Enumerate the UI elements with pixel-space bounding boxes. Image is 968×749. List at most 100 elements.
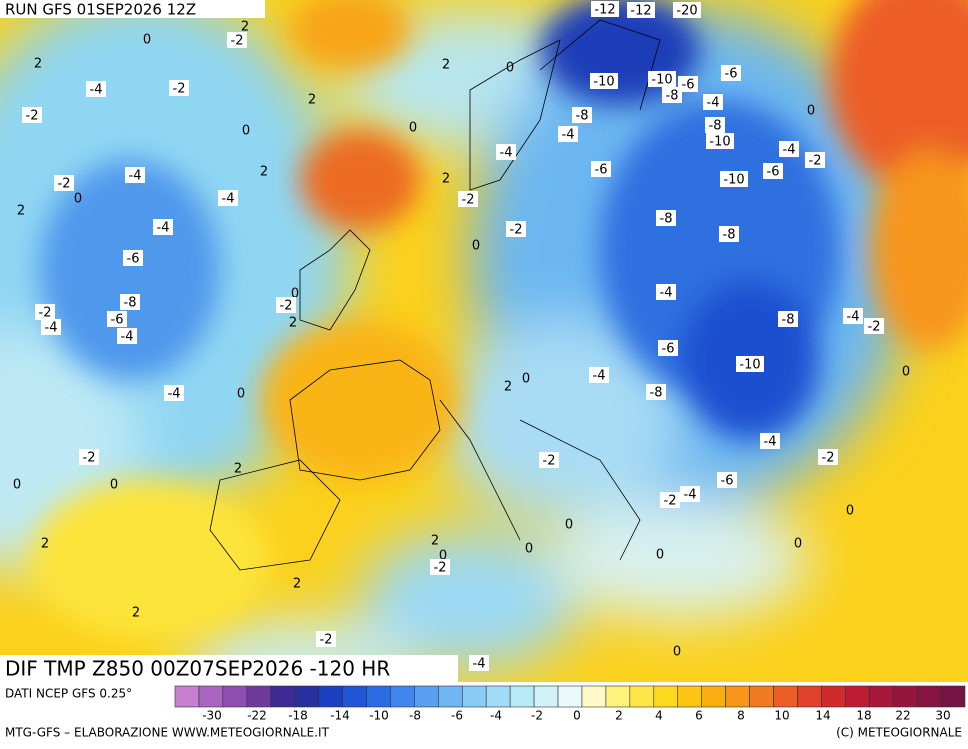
contour-label: -10 xyxy=(709,135,730,150)
colorbar-swatch xyxy=(222,685,248,708)
contour-label: -2 xyxy=(231,34,244,49)
contour-label: -6 xyxy=(595,163,608,178)
contour-label: -8 xyxy=(576,109,589,124)
contour-label: 0 xyxy=(110,478,118,493)
colorbar-swatch xyxy=(725,685,750,708)
contour-label: 0 xyxy=(656,548,664,563)
contour-label: -8 xyxy=(782,313,795,328)
colorbar-swatch xyxy=(198,685,224,708)
contour-label-box xyxy=(79,449,99,465)
contour-label-box xyxy=(153,219,173,235)
contour-label: -4 xyxy=(562,128,575,143)
contour-label: 2 xyxy=(234,462,242,477)
contour-label: -6 xyxy=(662,342,675,357)
contour-label-box xyxy=(591,1,619,17)
contour-label: -2 xyxy=(462,193,475,208)
contour-label: -2 xyxy=(83,451,96,466)
contour-label: 2 xyxy=(431,534,439,549)
contour-label-box xyxy=(458,191,478,207)
contour-label: 2 xyxy=(34,57,42,72)
colorbar-swatch xyxy=(701,685,726,708)
contour-label: -6 xyxy=(682,78,695,93)
contour-label: -2 xyxy=(822,451,835,466)
contour-label-box xyxy=(558,126,578,142)
contour-label-box xyxy=(164,385,184,401)
contour-label-box xyxy=(117,328,137,344)
colorbar-swatch xyxy=(461,685,487,708)
contour-label: -8 xyxy=(723,228,736,243)
contour-label: -2 xyxy=(434,561,447,576)
contour-label: 2 xyxy=(241,20,249,35)
contour-label-box xyxy=(760,433,780,449)
colorbar-swatch xyxy=(821,685,846,708)
colorbar-tick-label: -2 xyxy=(531,709,543,723)
contour-label: -10 xyxy=(723,173,744,188)
colorbar-swatch xyxy=(677,685,702,708)
contour-label: -4 xyxy=(707,96,720,111)
colorbar-tick-label: 4 xyxy=(655,709,663,723)
colorbar-swatch xyxy=(414,685,439,708)
contour-label: -4 xyxy=(684,488,697,503)
contour-label-box xyxy=(818,449,838,465)
colorbar-tick-label: -30 xyxy=(202,709,222,723)
colorbar-tick-label: 18 xyxy=(856,709,871,723)
colorbar-swatch xyxy=(653,685,679,708)
contour-label: -4 xyxy=(157,221,170,236)
contour-label: 2 xyxy=(504,380,512,395)
header-box xyxy=(0,0,265,18)
contour-label: 0 xyxy=(242,124,250,139)
contour-label: 0 xyxy=(525,542,533,557)
contour-label-box xyxy=(125,167,145,183)
colorbar-swatch xyxy=(390,685,415,708)
contour-label: -10 xyxy=(739,358,760,373)
contour-label: -6 xyxy=(721,474,734,489)
colorbar-swatch xyxy=(868,685,894,708)
contour-label: -2 xyxy=(543,454,556,469)
contour-label: -2 xyxy=(510,223,523,238)
colorbar-swatch xyxy=(916,685,942,708)
contour-label-box xyxy=(646,384,666,400)
contour-label: -12 xyxy=(594,3,615,18)
colorbar-tick-label: -4 xyxy=(490,709,502,723)
contour-label: -4 xyxy=(660,286,673,301)
colorbar-tick-label: -14 xyxy=(330,709,350,723)
colorbar-tick-label: -10 xyxy=(369,709,389,723)
contour-label: 2 xyxy=(442,58,450,73)
colorbar-swatch xyxy=(892,685,918,708)
contour-label: -2 xyxy=(320,633,333,648)
contour-label: 0 xyxy=(143,33,151,48)
contour-label: -2 xyxy=(58,177,71,192)
colorbar-swatch xyxy=(940,685,966,708)
colorbar-swatch xyxy=(438,685,463,708)
contour-label: 0 xyxy=(439,549,447,564)
contour-label: -10 xyxy=(593,75,614,90)
contour-label: 2 xyxy=(289,316,297,331)
contour-label: 2 xyxy=(17,204,25,219)
colorbar-tick-label: 0 xyxy=(573,709,581,723)
colorbar-tick-label: 6 xyxy=(695,709,703,723)
contour-label-box xyxy=(469,655,489,671)
colorbar-swatch xyxy=(366,685,391,708)
colorbar-tick-label: -6 xyxy=(451,709,463,723)
contour-label-box xyxy=(627,2,655,18)
contour-label-box xyxy=(680,486,700,502)
copyright-label: (C) METEOGIORNALE xyxy=(836,726,962,740)
contour-label: -4 xyxy=(129,169,142,184)
contour-label: -20 xyxy=(676,4,697,19)
contour-label-box xyxy=(123,250,143,266)
contour-label: -2 xyxy=(868,320,881,335)
colorbar-swatch xyxy=(557,685,583,708)
contour-label-box xyxy=(660,492,680,508)
colorbar-swatch xyxy=(270,685,295,708)
contour-label: -10 xyxy=(651,73,672,88)
contour-label-box xyxy=(763,163,783,179)
contour-label: -4 xyxy=(593,369,606,384)
contour-label: -2 xyxy=(280,299,293,314)
colorbar-swatch xyxy=(797,685,822,708)
contour-label-box xyxy=(662,87,682,103)
contour-label: 0 xyxy=(846,504,854,519)
contour-label-box xyxy=(572,107,592,123)
contour-label: -8 xyxy=(124,296,137,311)
contour-label-box xyxy=(86,81,106,97)
